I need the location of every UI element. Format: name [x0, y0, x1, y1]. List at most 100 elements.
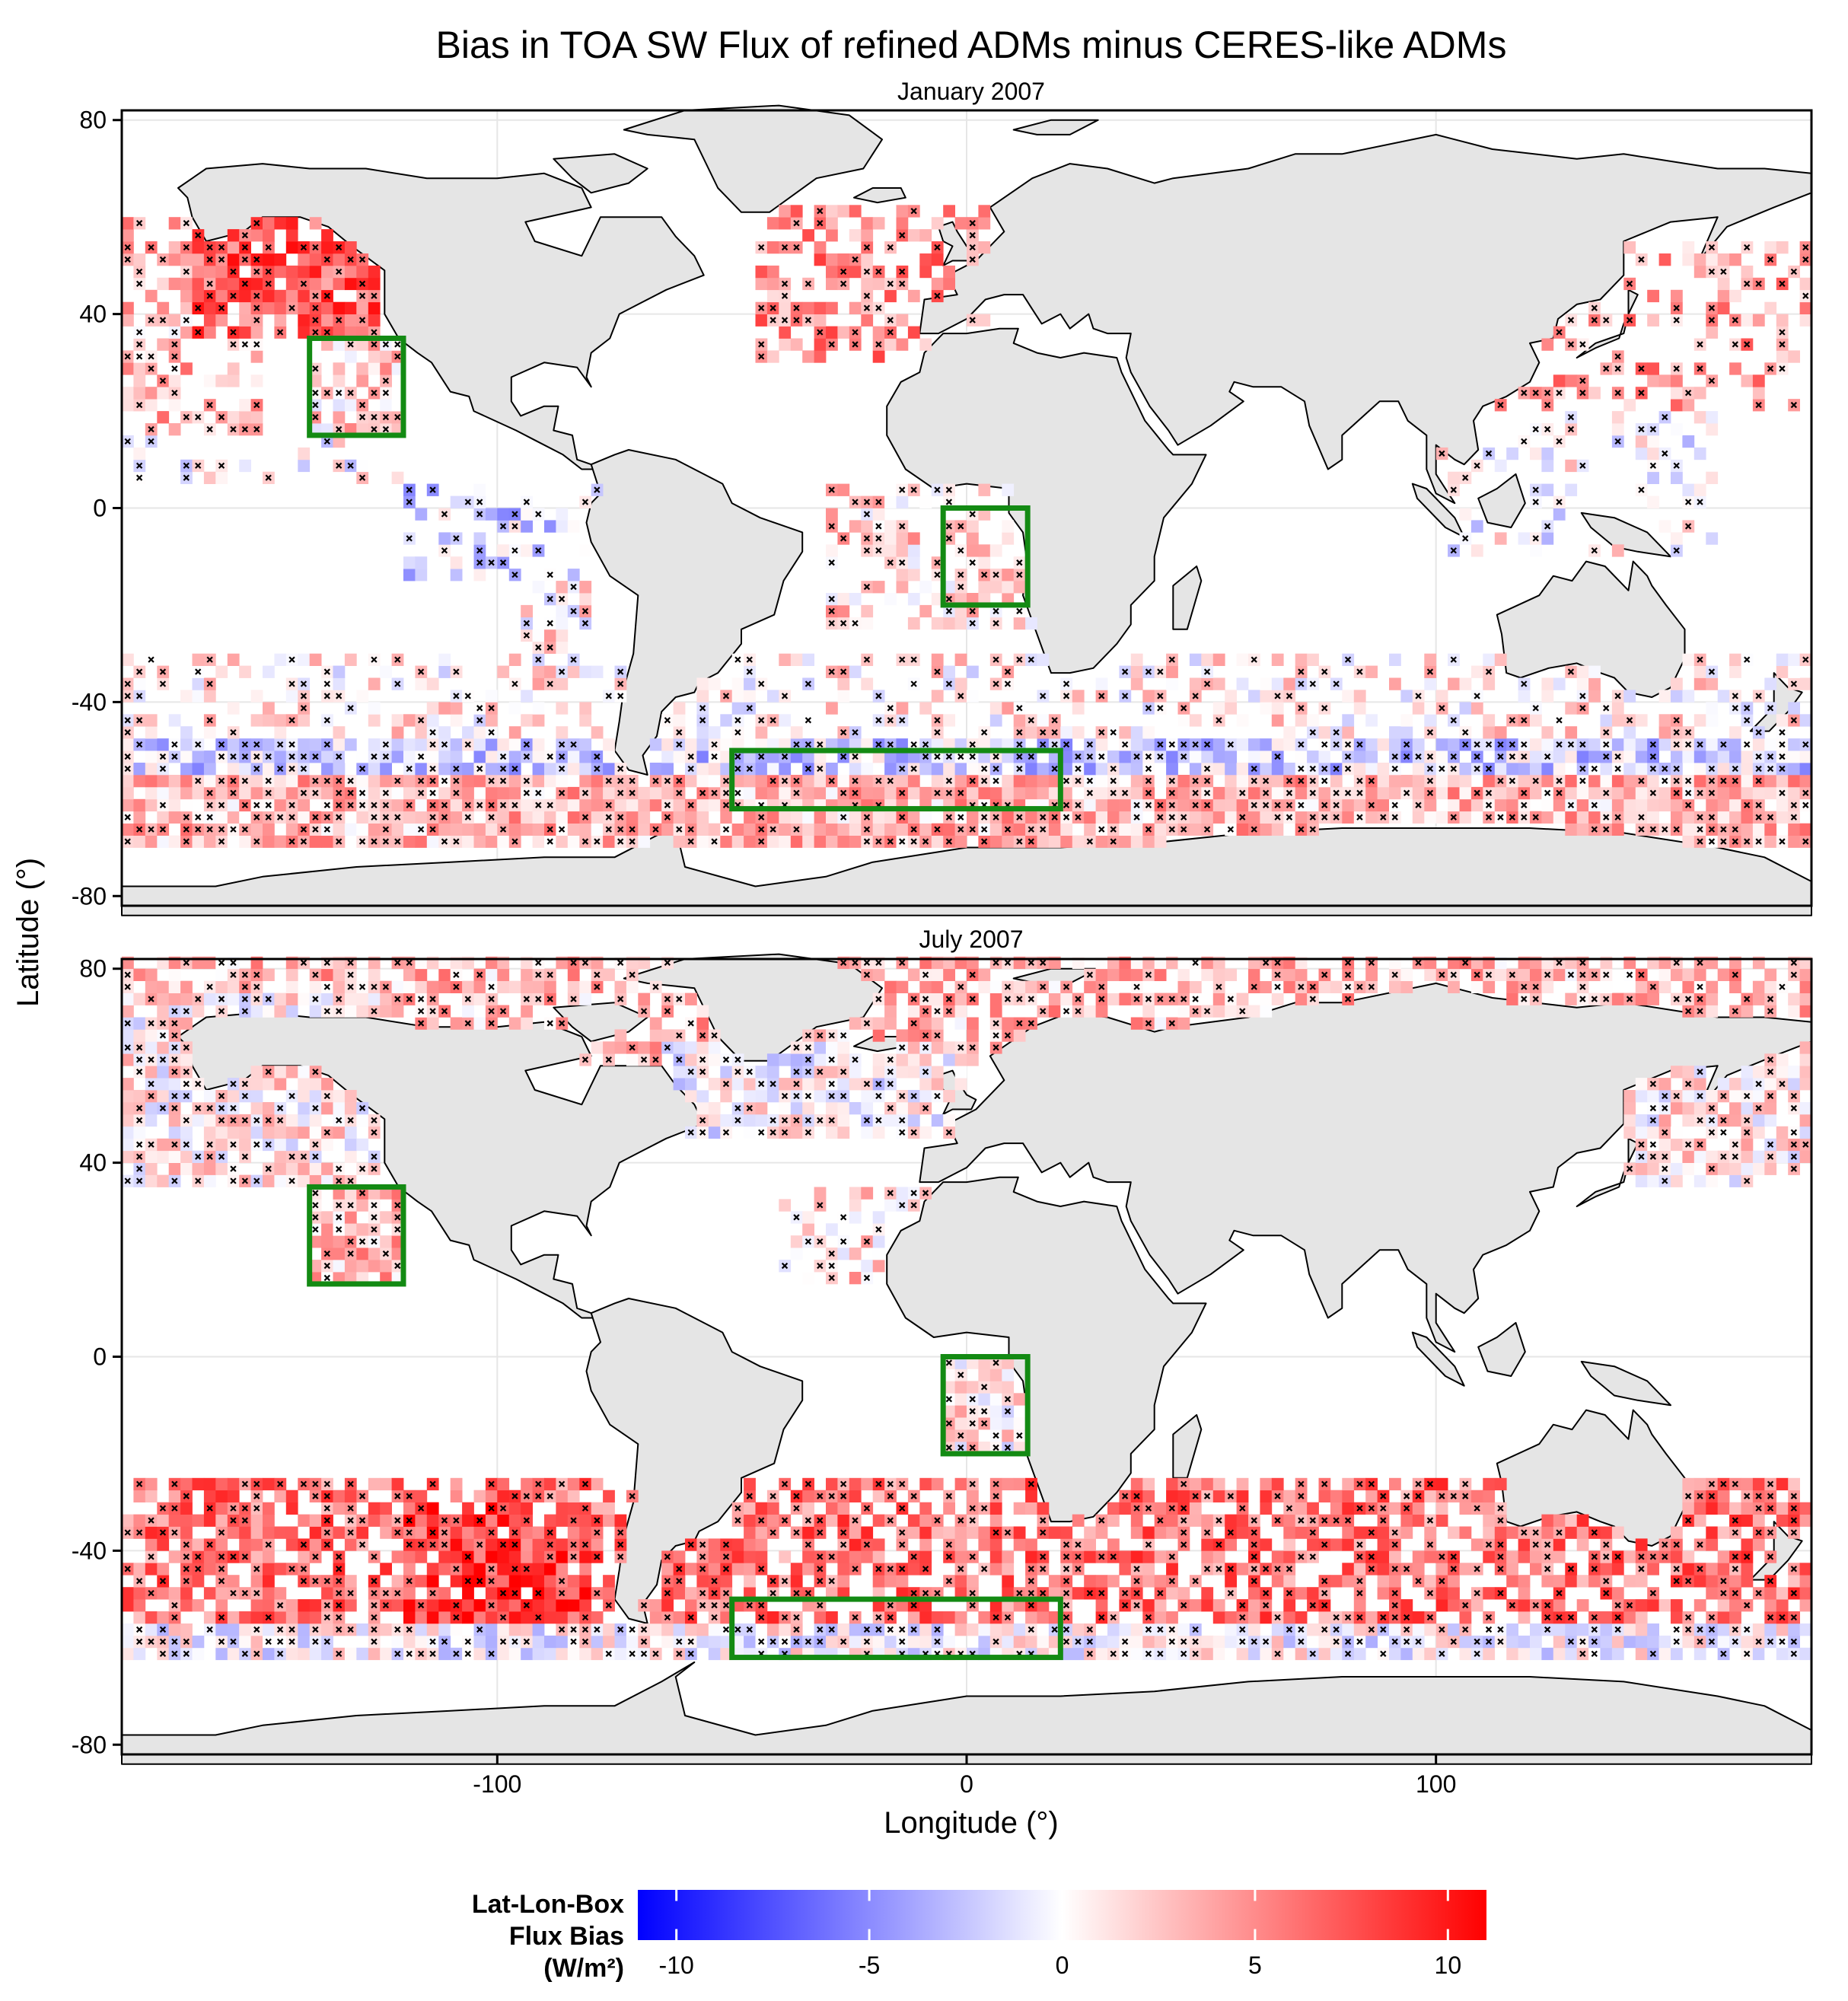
bias-cell: [1212, 1550, 1225, 1563]
significance-cross: [687, 826, 694, 833]
significance-cross: [1262, 777, 1270, 785]
bias-cell: [954, 1611, 967, 1624]
bias-cell: [122, 1623, 134, 1636]
bias-cell: [696, 690, 709, 703]
bias-cell: [450, 738, 463, 751]
bias-cell: [1225, 1538, 1237, 1551]
bias-cell: [1236, 823, 1249, 836]
significance-cross: [206, 814, 213, 820]
bias-cell: [907, 593, 920, 606]
significance-cross: [734, 765, 741, 773]
bias-cell: [814, 811, 827, 824]
bias-cell: [1623, 399, 1636, 412]
bias-cell: [192, 653, 205, 666]
bias-cell: [1119, 1623, 1132, 1636]
bias-cell: [1483, 653, 1496, 666]
significance-cross: [300, 838, 307, 845]
bias-cell: [462, 726, 474, 739]
significance-cross: [605, 801, 612, 808]
bias-cell: [872, 217, 885, 230]
bias-cell: [837, 593, 850, 606]
bias-cell: [1459, 775, 1472, 788]
bias-cell: [157, 338, 170, 351]
bias-cell: [603, 1587, 615, 1600]
bias-cell: [274, 835, 287, 848]
bias-cell: [1435, 786, 1448, 800]
bias-cell: [1565, 811, 1578, 824]
significance-cross: [617, 789, 624, 797]
bias-cell: [1248, 690, 1260, 703]
bias-cell: [708, 1623, 721, 1636]
bias-cell: [779, 653, 792, 666]
bias-cell: [333, 677, 346, 690]
significance-cross: [358, 801, 366, 808]
land-greenland: [623, 104, 883, 213]
bias-cell: [344, 350, 357, 363]
bias-cell: [1717, 811, 1730, 824]
bias-cell: [1048, 823, 1061, 836]
significance-cross: [429, 826, 436, 833]
bias-cell: [661, 1599, 674, 1612]
bias-cell: [603, 786, 615, 800]
bias-cell: [215, 289, 228, 303]
bias-cell: [1682, 811, 1695, 824]
bias-cell: [1307, 1623, 1319, 1636]
bias-cell: [896, 205, 909, 218]
bias-cell: [1671, 423, 1683, 436]
bias-cell: [1130, 738, 1143, 751]
significance-cross: [464, 814, 471, 820]
bias-cell: [333, 362, 346, 375]
significance-cross: [1075, 765, 1082, 773]
bias-cell: [1002, 1550, 1015, 1563]
bias-cell: [1353, 1623, 1366, 1636]
bias-cell: [438, 1647, 451, 1661]
bias-cell: [744, 677, 756, 690]
bias-cell: [779, 763, 792, 776]
bias-cell: [508, 726, 521, 739]
bias-cell: [907, 775, 920, 788]
significance-cross: [406, 801, 413, 808]
bias-cell: [298, 714, 311, 727]
bias-cell: [1037, 1611, 1050, 1624]
bias-cell: [1037, 763, 1050, 776]
bias-cell: [591, 1611, 604, 1624]
bias-cell: [1788, 1623, 1800, 1636]
bias-cell: [321, 411, 333, 424]
bias-cell: [1166, 677, 1178, 690]
bias-cell: [1764, 1647, 1777, 1661]
bias-cell: [931, 217, 944, 230]
bias-cell: [696, 1623, 709, 1636]
bias-cell: [239, 811, 251, 824]
bias-cell: [298, 1635, 311, 1649]
bias-cell: [1201, 1587, 1214, 1600]
bias-cell: [215, 811, 228, 824]
significance-cross: [371, 801, 378, 808]
bias-cell: [1623, 1575, 1636, 1588]
bias-cell: [521, 1538, 533, 1551]
bias-cell: [1448, 1599, 1460, 1612]
significance-cross: [429, 789, 436, 797]
bias-cell: [1084, 798, 1096, 812]
bias-cell: [215, 1538, 228, 1551]
bias-cell: [368, 314, 381, 327]
significance-cross: [429, 765, 436, 773]
bias-cell: [1025, 726, 1037, 739]
bias-cell: [755, 1550, 768, 1563]
significance-cross: [218, 777, 225, 785]
bias-cell: [567, 835, 580, 848]
bias-cell: [1459, 677, 1472, 690]
bias-cell: [1741, 786, 1754, 800]
bias-cell: [1706, 1587, 1719, 1600]
significance-cross: [382, 826, 390, 833]
bias-cell: [1541, 690, 1554, 703]
bias-cell: [731, 823, 744, 836]
significance-cross: [934, 789, 941, 797]
bias-cell: [356, 374, 369, 387]
bias-cell: [227, 241, 240, 254]
bias-cell: [263, 835, 275, 848]
significance-cross: [1426, 777, 1434, 785]
bias-cell: [203, 775, 216, 788]
bias-cell: [1470, 811, 1483, 824]
bias-cell: [1013, 617, 1026, 630]
bias-cell: [1225, 1623, 1237, 1636]
